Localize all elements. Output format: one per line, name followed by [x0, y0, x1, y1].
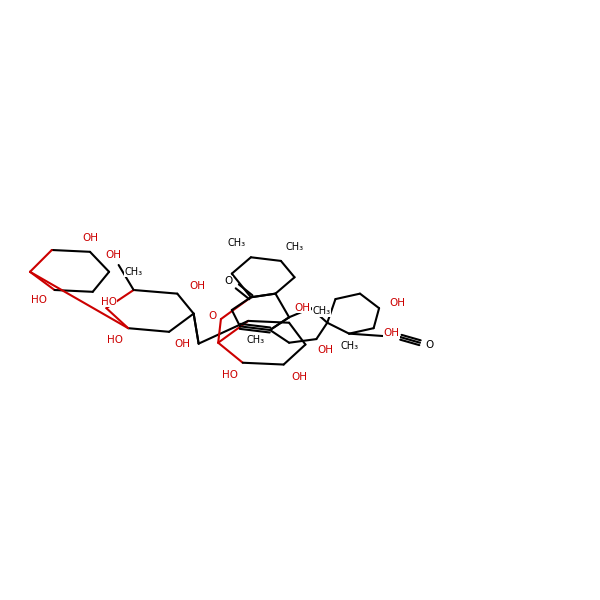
- Text: O: O: [209, 311, 217, 321]
- Text: OH: OH: [82, 233, 98, 243]
- Text: CH₃: CH₃: [313, 306, 331, 316]
- Text: CH₃: CH₃: [340, 341, 358, 350]
- Text: OH: OH: [189, 281, 205, 290]
- Text: HO: HO: [107, 335, 123, 345]
- Text: OH: OH: [106, 250, 122, 260]
- Text: HO: HO: [31, 295, 47, 305]
- Text: O: O: [224, 277, 232, 286]
- Text: CH₃: CH₃: [124, 267, 142, 277]
- Text: OH: OH: [383, 328, 400, 338]
- Text: HO: HO: [101, 297, 117, 307]
- Text: OH: OH: [294, 303, 310, 313]
- Text: HO: HO: [222, 370, 238, 380]
- Text: OH: OH: [389, 298, 405, 308]
- Text: OH: OH: [174, 339, 190, 349]
- Text: CH₃: CH₃: [247, 335, 265, 345]
- Text: OH: OH: [317, 344, 334, 355]
- Text: O: O: [425, 340, 433, 350]
- Text: CH₃: CH₃: [286, 242, 304, 252]
- Text: CH₃: CH₃: [228, 238, 246, 248]
- Text: OH: OH: [292, 371, 308, 382]
